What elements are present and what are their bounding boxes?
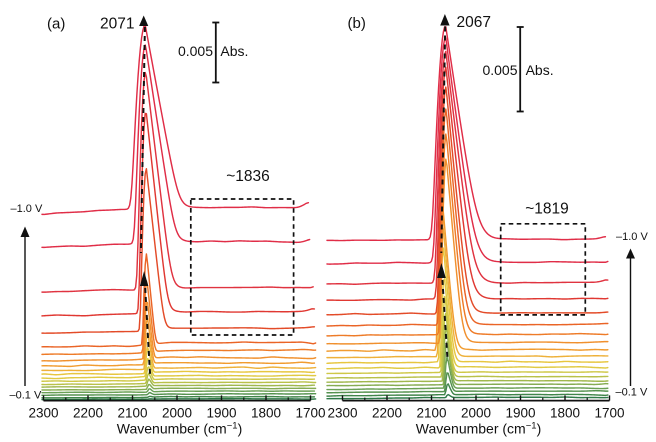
svg-text:2200: 2200 (372, 406, 402, 421)
svg-text:1800: 1800 (251, 406, 281, 421)
svg-text:Abs.: Abs. (220, 43, 248, 59)
svg-text:(a): (a) (47, 16, 65, 33)
svg-text:–1.0 V: –1.0 V (11, 203, 43, 215)
svg-text:1700: 1700 (295, 406, 325, 421)
svg-text:1800: 1800 (550, 406, 580, 421)
svg-text:~1819: ~1819 (525, 201, 569, 218)
svg-text:–1.0 V: –1.0 V (616, 231, 648, 243)
svg-text:2071: 2071 (100, 16, 134, 33)
svg-text:2000: 2000 (461, 406, 491, 421)
svg-text:2067: 2067 (457, 14, 491, 31)
svg-text:~1836: ~1836 (226, 168, 270, 185)
svg-text:1700: 1700 (594, 406, 624, 421)
svg-text:0.005: 0.005 (178, 43, 213, 59)
svg-text:1900: 1900 (206, 406, 236, 421)
svg-text:Wavenumber (cm−1): Wavenumber (cm−1) (117, 421, 242, 437)
svg-text:Wavenumber (cm−1): Wavenumber (cm−1) (416, 421, 541, 437)
svg-text:2300: 2300 (327, 406, 357, 421)
svg-text:2000: 2000 (162, 406, 192, 421)
svg-text:–0.1 V: –0.1 V (10, 390, 42, 402)
svg-text:Abs.: Abs. (526, 62, 554, 78)
svg-text:0.005: 0.005 (482, 62, 517, 78)
svg-text:2100: 2100 (117, 406, 147, 421)
svg-text:2100: 2100 (416, 406, 446, 421)
svg-text:2300: 2300 (28, 406, 58, 421)
svg-text:–0.1 V: –0.1 V (616, 387, 648, 399)
svg-text:1900: 1900 (505, 406, 535, 421)
svg-text:2200: 2200 (73, 406, 103, 421)
svg-text:(b): (b) (348, 15, 366, 32)
